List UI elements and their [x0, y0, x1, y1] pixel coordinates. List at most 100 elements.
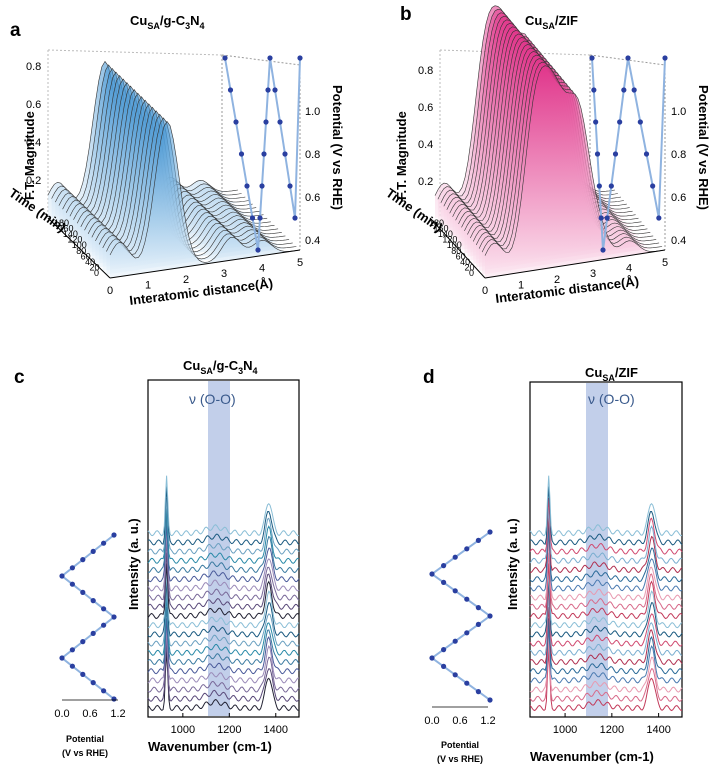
d-potential-dot-6	[441, 579, 447, 586]
a-ztick-0: 0	[94, 268, 99, 278]
a-xtick-3: 3	[221, 268, 227, 280]
c-potential-dot-10	[111, 614, 117, 620]
a-ztick-20: 20	[90, 262, 100, 272]
c-potential-dot-18	[90, 680, 96, 686]
ridge-line-5	[470, 47, 651, 239]
d-potential-dot-7	[452, 588, 458, 594]
b-potential-dot-10	[617, 119, 623, 125]
d-potential-dot-5	[429, 571, 435, 577]
b-y2tick-1.0: 1.0	[671, 106, 686, 118]
b-xtick-2: 2	[554, 274, 560, 286]
d-spectrum-7	[529, 586, 683, 647]
b-potential-dot-6	[600, 247, 606, 253]
c-oo-band	[208, 381, 230, 716]
a-ztick-140: 140	[63, 229, 78, 239]
ridge-line-3	[98, 110, 290, 253]
c-spectrum-7	[147, 586, 300, 647]
a-potential-dot-8	[259, 183, 265, 189]
d-spectrum-6	[529, 595, 683, 656]
d-potential-dot-0	[487, 529, 493, 535]
b-ztick-20: 20	[465, 262, 475, 272]
c-spectrum-10	[147, 563, 300, 620]
b-xtick-0: 0	[482, 285, 488, 297]
c-pot-label-2: (V vs RHE)	[62, 748, 108, 758]
d-potential-dot-12	[464, 630, 470, 636]
ridge-line-8	[461, 37, 642, 228]
a-ztick-160: 160	[58, 224, 73, 234]
d-spectrum-1	[529, 641, 683, 702]
b-y2tick-0.6: 0.6	[671, 192, 686, 204]
b-potential-dot-9	[612, 151, 619, 157]
b-potential-dot-4	[596, 183, 602, 189]
panel-d-raman: ν (O-O) 1000 1200 1400 Wavenumber (cm-1) I…	[424, 381, 683, 764]
c-plot-frame	[147, 379, 300, 718]
ridge-line-0	[109, 120, 301, 263]
a-potential-dot-12	[267, 55, 273, 61]
c-potential-dot-3	[80, 557, 86, 563]
d-potential-dot-13	[452, 638, 458, 644]
d-potential-trace	[430, 531, 492, 701]
a-ytick-0.8: 0.8	[26, 61, 41, 73]
panel-letter-a: a	[10, 20, 21, 41]
b-ztick-100: 100	[447, 240, 462, 250]
b-xtick-1: 1	[518, 279, 524, 291]
c-spectrum-0	[147, 650, 299, 712]
d-spectrum-3	[529, 627, 683, 684]
b-potential-dot-5	[598, 215, 604, 221]
d-band-label: ν (O-O)	[588, 391, 635, 407]
c-ylabel: Intensity (a. u.)	[126, 518, 141, 610]
d-potential-dot-11	[475, 621, 481, 628]
panel-c-raman: ν (O-O) 1000 1200 1400 Wavenumber (cm-1) I…	[54, 379, 300, 758]
d-pot-tick-1.2: 1.2	[480, 715, 495, 727]
c-potential-trace	[60, 534, 116, 700]
c-spectrum-6	[147, 595, 300, 656]
c-spectrum-9	[147, 572, 300, 629]
b-xlabel: Interatomic distance(Å)	[495, 273, 640, 305]
a-potential-dot-16	[287, 183, 293, 189]
b-ztick-60: 60	[456, 251, 466, 261]
b-y2tick-0.4: 0.4	[671, 235, 686, 247]
d-spectrum-16	[529, 508, 683, 564]
a-potential-dot-14	[277, 119, 283, 125]
d-potential-dot-17	[452, 672, 458, 678]
c-potential-dot-11	[101, 622, 107, 628]
a-y2tick-1.0: 1.0	[305, 106, 320, 118]
c-spectrum-3	[147, 627, 300, 684]
b-ytick-0.4: 0.4	[418, 139, 433, 151]
a-xtick-4: 4	[259, 263, 265, 275]
b-potential-dot-0	[589, 55, 595, 61]
a-ytick-0.6: 0.6	[26, 99, 41, 111]
ridge-line-6	[467, 44, 648, 235]
a-potential-dot-15	[282, 151, 288, 157]
b-ztick-140: 140	[438, 229, 453, 239]
a-y2tick-0.8: 0.8	[305, 149, 320, 161]
c-potential-dot-12	[90, 630, 96, 637]
c-potential-dot-1	[101, 540, 107, 546]
c-xtick-1000: 1000	[171, 724, 195, 736]
c-potential-dot-8	[90, 598, 96, 604]
d-xtick-1000: 1000	[553, 724, 577, 736]
d-potential-dot-4	[441, 563, 447, 569]
c-spectrum-19	[147, 475, 300, 537]
c-spectrum-2	[147, 634, 300, 693]
a-xtick-1: 1	[145, 279, 151, 291]
a-ztick-60: 60	[81, 251, 91, 261]
c-xlabel: Wavenumber (cm-1)	[148, 739, 272, 754]
c-spectrum-18	[147, 486, 300, 546]
c-potential-dot-6	[69, 581, 75, 587]
c-potential-dot-0	[111, 532, 117, 538]
d-oo-band	[586, 383, 608, 716]
b-potential-dot-14	[637, 119, 643, 125]
b-ytick-0.6: 0.6	[418, 102, 433, 114]
c-potential-dot-16	[69, 663, 75, 669]
d-spectrum-9	[529, 572, 683, 629]
a-ztick-40: 40	[85, 257, 95, 267]
b-potential-dot-8	[608, 183, 614, 189]
d-spectrum-4	[529, 618, 683, 675]
c-potential-dot-20	[111, 696, 117, 702]
d-spectrum-17	[529, 497, 683, 555]
b-potential-dot-16	[650, 183, 656, 189]
c-spectrum-1	[147, 641, 300, 702]
b-ztick-0: 0	[469, 268, 474, 278]
